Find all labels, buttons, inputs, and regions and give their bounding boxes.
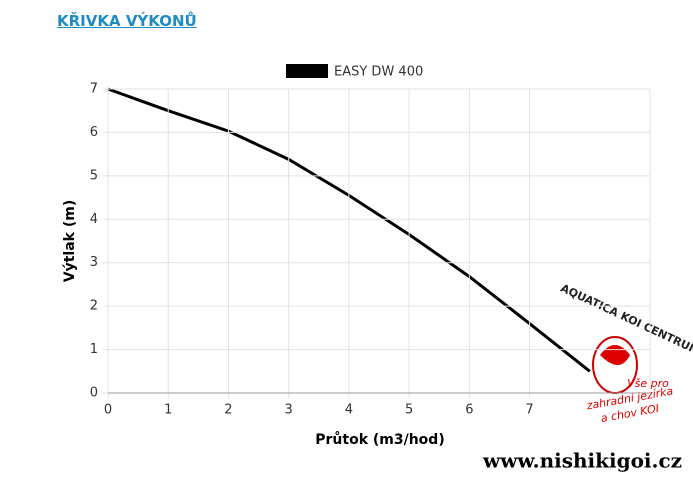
y-tick-label: 3 — [90, 255, 98, 270]
y-tick-label: 4 — [90, 212, 98, 227]
url: www.nishikigoi.cz — [482, 449, 682, 473]
x-tick-label: 1 — [164, 403, 172, 418]
y-tick-label: 7 — [90, 82, 98, 97]
legend-label: EASY DW 400 — [334, 65, 423, 80]
legend-swatch — [286, 64, 328, 78]
x-axis-label: Průtok (m3/hod) — [315, 431, 444, 448]
y-tick-label: 2 — [90, 299, 98, 314]
x-tick-label: 4 — [345, 403, 353, 418]
y-tick-label: 5 — [90, 168, 98, 183]
slogan: Vše pro — [627, 377, 669, 390]
logo: AQUATICA KOI CENTRUM Vše pro zahradní je… — [559, 282, 693, 425]
y-tick-label: 1 — [90, 342, 98, 357]
x-tick-label: 5 — [405, 403, 413, 418]
x-tick-label: 2 — [224, 403, 232, 418]
y-tick-label: 0 — [90, 386, 98, 401]
x-tick-label: 7 — [525, 403, 533, 418]
y-tick-label: 6 — [90, 125, 98, 140]
x-tick-label: 3 — [285, 403, 293, 418]
x-tick-label: 6 — [465, 403, 473, 418]
plot-area — [107, 88, 651, 394]
x-tick-label: 0 — [104, 403, 112, 418]
heading-link[interactable]: KŘIVKA VÝKONŮ — [57, 12, 197, 30]
y-axis-label: Výtlak (m) — [62, 200, 78, 282]
